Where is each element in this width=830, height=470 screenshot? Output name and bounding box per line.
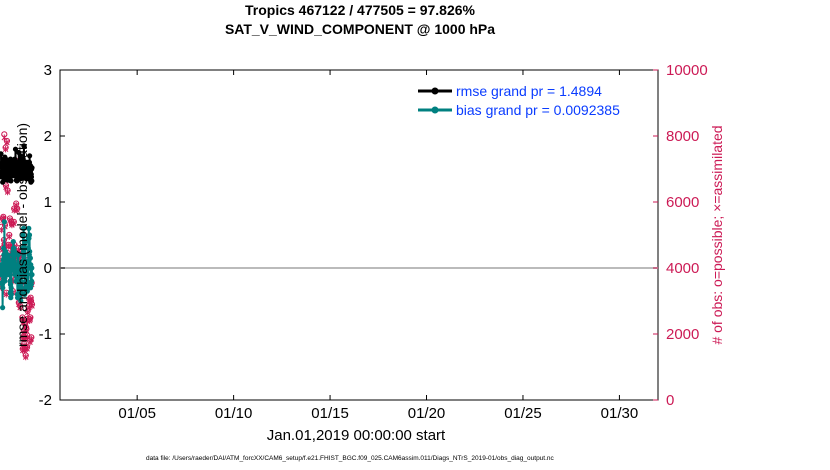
- assimilated-obs-marker: [3, 183, 9, 191]
- bias-point: [29, 278, 35, 284]
- bias-point: [21, 225, 27, 231]
- assimilated-obs-marker: [28, 335, 35, 343]
- bias-point: [29, 272, 35, 278]
- legend-bias-marker: [431, 106, 439, 114]
- chart-subtitle: SAT_V_WIND_COMPONENT @ 1000 hPa: [225, 21, 495, 37]
- right-tick-label: 8000: [666, 128, 699, 145]
- assimilated-obs-marker: [6, 233, 12, 240]
- bias-point: [21, 252, 27, 258]
- x-tick-label: 01/10: [215, 405, 253, 422]
- right-axis-ticks: 0 2000 4000 6000 8000 10000: [653, 62, 708, 409]
- right-tick-label: 6000: [666, 194, 699, 211]
- bias-point: [8, 291, 14, 297]
- assimilated-obs-marker: [23, 327, 30, 334]
- legend-bias-label: bias grand pr = 0.0092385: [456, 102, 620, 118]
- bias-point: [20, 232, 26, 238]
- assimilated-obs-marker: [24, 334, 31, 341]
- assimilated-obs-marker: [1, 134, 8, 141]
- bias-point: [0, 285, 6, 291]
- bias-point: [10, 239, 16, 245]
- x-tick-label: 01/15: [311, 405, 349, 422]
- rmse-point: [12, 146, 19, 152]
- rmse-point: [28, 174, 35, 180]
- chart-title: Tropics 467122 / 477505 = 97.826%: [245, 2, 476, 18]
- bias-point: [15, 252, 21, 258]
- bias-point: [21, 245, 27, 251]
- x-tick-label: 01/30: [601, 405, 639, 422]
- legend-box: [412, 80, 644, 126]
- assimilated-obs-marker: [26, 304, 32, 311]
- assimilated-obs-marker: [2, 146, 9, 153]
- bias-point: [26, 232, 33, 238]
- right-tick-label: 4000: [666, 260, 699, 277]
- assimilated-obs-marker: [14, 207, 20, 214]
- legend-rmse-label: rmse grand pr = 1.4894: [456, 83, 602, 99]
- bias-point: [18, 285, 24, 291]
- assimilated-obs-marker: [4, 188, 11, 196]
- y-axis-right-label: # of obs: o=possible; ×=assimilated: [709, 125, 725, 344]
- assimilated-obs-marker: [24, 309, 31, 316]
- right-tick-label: 2000: [666, 326, 699, 343]
- left-tick-label: -2: [39, 392, 52, 409]
- bias-point: [20, 258, 26, 264]
- left-tick-label: 3: [44, 62, 52, 79]
- left-tick-label: 0: [44, 260, 52, 277]
- assimilated-obs-marker: [27, 315, 34, 323]
- assimilated-obs-marker: [24, 345, 30, 353]
- right-tick-label: 0: [666, 392, 674, 409]
- assimilated-obs-marker: [17, 304, 23, 311]
- bias-point: [22, 239, 29, 245]
- rmse-point: [8, 178, 14, 184]
- rmse-point: [0, 151, 4, 157]
- rmse-point: [21, 143, 27, 149]
- assimilated-obs-marker: [21, 335, 28, 343]
- assimilated-obs-marker: [29, 302, 35, 310]
- x-tick-label: 01/25: [504, 405, 542, 422]
- legend: rmse grand pr = 1.4894 bias grand pr = 0…: [412, 80, 644, 126]
- data-file-note: data file: /Users/raeder/DAI/ATM_forcXX/…: [146, 455, 555, 462]
- bias-point: [18, 278, 24, 284]
- bias-point: [18, 298, 24, 304]
- left-tick-label: -1: [39, 326, 52, 343]
- bias-point: [0, 305, 6, 311]
- bias-point: [29, 265, 35, 271]
- rmse-point: [29, 165, 35, 171]
- x-axis-ticks: 01/05 01/10 01/15 01/20 01/25 01/30: [118, 70, 638, 422]
- x-tick-label: 01/20: [408, 405, 446, 422]
- bias-point: [26, 225, 32, 231]
- assimilated-obs-marker: [21, 329, 27, 336]
- left-axis-ticks: -2 -1 0 1 2 3: [39, 62, 65, 409]
- bias-point: [7, 272, 13, 278]
- y-axis-label: rmse and bias (model - observation): [14, 123, 30, 347]
- legend-rmse-marker: [431, 87, 439, 95]
- bias-series: [0, 219, 35, 311]
- left-tick-label: 1: [44, 194, 52, 211]
- assimilated-obs-marker: [22, 353, 29, 361]
- assimilated-obs-marker: [13, 202, 19, 209]
- x-tick-label: 01/05: [118, 405, 156, 422]
- bias-point: [27, 248, 33, 255]
- bias-point: [27, 255, 33, 261]
- bias-point: [8, 285, 14, 291]
- assimilated-obs-marker: [4, 139, 10, 146]
- bias-point: [1, 219, 7, 225]
- x-axis-label: Jan.01,2019 00:00:00 start: [267, 427, 446, 444]
- rmse-series: [0, 143, 35, 185]
- left-tick-label: 2: [44, 128, 52, 145]
- rmse-point: [29, 178, 35, 184]
- right-tick-label: 10000: [666, 62, 708, 79]
- bias-point: [24, 272, 30, 278]
- assimilated-obs-marker: [11, 220, 17, 227]
- rmse-point: [27, 153, 33, 159]
